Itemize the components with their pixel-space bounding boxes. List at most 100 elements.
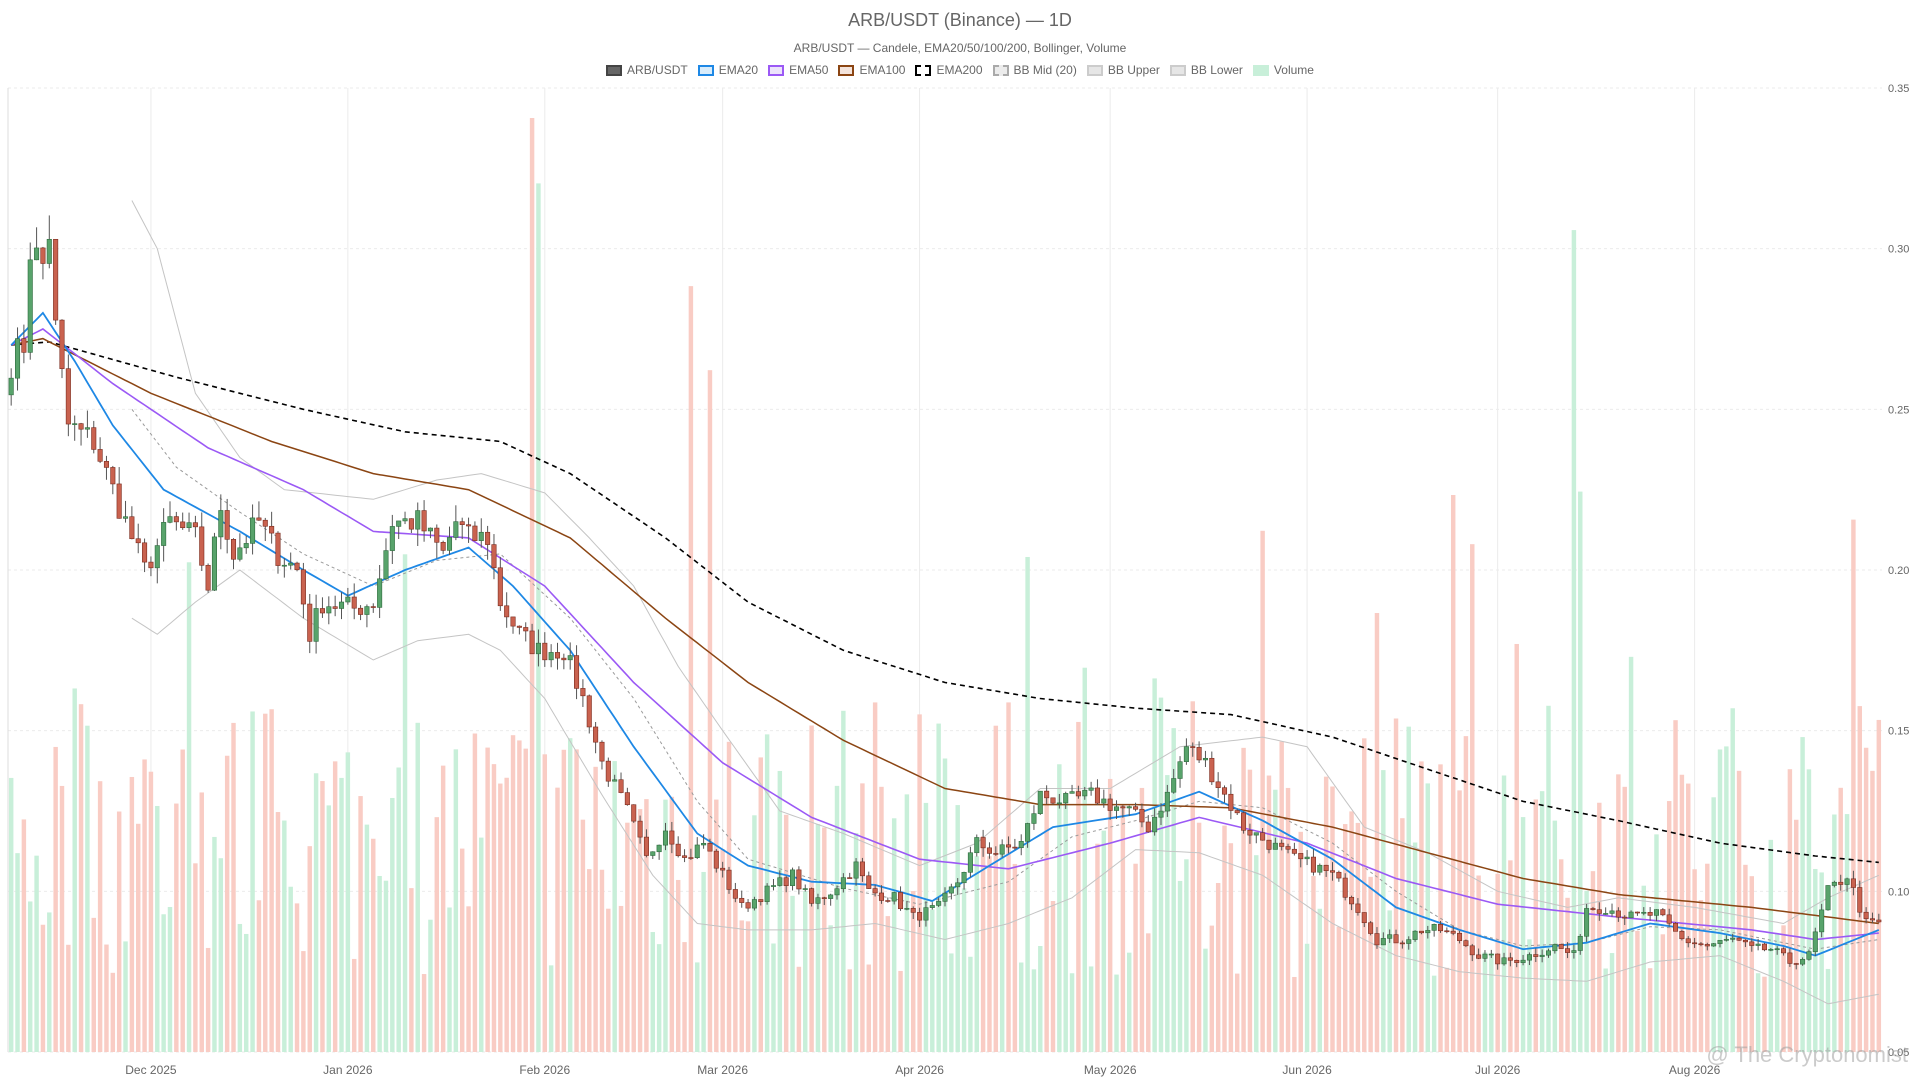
volume-bar bbox=[66, 944, 71, 1052]
candle-body bbox=[1520, 959, 1526, 963]
candle-body bbox=[777, 877, 783, 886]
legend-item[interactable]: EMA100 bbox=[838, 63, 905, 77]
candle-body bbox=[624, 792, 630, 806]
volume-bar bbox=[167, 906, 173, 1052]
candle-body bbox=[758, 899, 764, 902]
volume-bar bbox=[866, 964, 871, 1052]
candle-body bbox=[1495, 953, 1501, 965]
volume-bar bbox=[574, 749, 579, 1052]
candle-body bbox=[421, 510, 427, 532]
candle-body bbox=[65, 368, 71, 425]
candle-body bbox=[1221, 787, 1228, 795]
volume-bar bbox=[409, 888, 414, 1052]
volume-bar bbox=[1851, 519, 1856, 1052]
candle-body bbox=[1450, 930, 1456, 934]
volume-bar bbox=[1457, 790, 1462, 1052]
legend-item[interactable]: ARB/USDT bbox=[606, 63, 688, 77]
candle-body bbox=[561, 657, 567, 661]
volume-bar bbox=[612, 761, 617, 1052]
volume-bar bbox=[860, 783, 865, 1052]
candle-body bbox=[1793, 963, 1799, 965]
candle-body bbox=[751, 899, 757, 909]
candle-body bbox=[389, 526, 395, 551]
candle-body bbox=[1183, 746, 1189, 762]
x-tick-label: Jan 2026 bbox=[323, 1063, 373, 1077]
volume-bar bbox=[606, 908, 611, 1052]
y-tick-label: 0.05 bbox=[1888, 1047, 1909, 1059]
x-tick-label: Dec 2025 bbox=[125, 1063, 177, 1077]
volume-bar bbox=[1482, 952, 1488, 1052]
volume-bar bbox=[917, 714, 922, 1052]
candle-body bbox=[1018, 841, 1024, 849]
candle-body bbox=[847, 877, 853, 879]
candle-body bbox=[993, 853, 999, 855]
volume-bar bbox=[110, 972, 116, 1052]
candle-body bbox=[910, 908, 916, 913]
legend-item[interactable]: BB Upper bbox=[1086, 63, 1160, 77]
candle-body bbox=[802, 888, 808, 890]
candle-body bbox=[1806, 951, 1812, 960]
candle-body bbox=[1457, 932, 1463, 941]
candle-body bbox=[1838, 881, 1844, 885]
volume-bar bbox=[1844, 814, 1850, 1052]
volume-bar bbox=[517, 740, 522, 1052]
candle-body bbox=[1666, 914, 1672, 924]
volume-bar bbox=[644, 799, 649, 1052]
legend-item[interactable]: EMA200 bbox=[915, 63, 983, 77]
candle-body bbox=[237, 547, 243, 560]
volume-bar bbox=[1285, 787, 1291, 1052]
candle-body bbox=[1507, 957, 1513, 961]
volume-bar bbox=[1584, 890, 1589, 1052]
volume-bar bbox=[1019, 962, 1024, 1052]
volume-bar bbox=[180, 749, 185, 1052]
volume-bar bbox=[161, 914, 166, 1052]
volume-bar bbox=[1196, 822, 1202, 1052]
legend-item[interactable]: EMA50 bbox=[768, 63, 828, 77]
volume-bar bbox=[987, 856, 992, 1052]
candle-body bbox=[1615, 910, 1621, 918]
volume-bar bbox=[1489, 955, 1494, 1052]
legend-item[interactable]: Volume bbox=[1252, 63, 1314, 77]
legend-item[interactable]: BB Mid (20) bbox=[992, 63, 1077, 77]
volume-bar bbox=[1088, 966, 1094, 1052]
volume-bar bbox=[1470, 544, 1475, 1052]
volume-bar bbox=[923, 802, 929, 1052]
candle-body bbox=[103, 461, 109, 468]
x-tick-label: Apr 2026 bbox=[895, 1063, 944, 1077]
volume-bar bbox=[1209, 925, 1215, 1052]
volume-bar bbox=[453, 749, 459, 1052]
candle-body bbox=[211, 536, 217, 591]
volume-bar bbox=[28, 901, 33, 1052]
candle-body bbox=[288, 562, 294, 566]
candle-body bbox=[122, 516, 129, 519]
volume-bar bbox=[396, 767, 401, 1052]
volume-bar bbox=[587, 869, 592, 1052]
volume-bar bbox=[682, 942, 687, 1052]
candle-body bbox=[269, 525, 275, 534]
candle-body bbox=[1545, 950, 1552, 956]
volume-bar bbox=[580, 819, 586, 1052]
volume-bar bbox=[339, 777, 344, 1052]
candle-body bbox=[866, 875, 872, 889]
volume-bar bbox=[1266, 775, 1272, 1052]
volume-bar bbox=[1597, 802, 1602, 1052]
chart-legend: ARB/USDT EMA20 EMA50 EMA100 EMA200 BB Mid (20… bbox=[0, 63, 1920, 77]
legend-item[interactable]: BB Lower bbox=[1169, 63, 1243, 77]
volume-bar bbox=[193, 863, 198, 1052]
candle-body bbox=[485, 531, 491, 545]
volume-bar bbox=[288, 886, 293, 1052]
candle-body bbox=[1158, 810, 1164, 818]
legend-label: EMA50 bbox=[789, 63, 829, 77]
candle-body bbox=[1831, 881, 1837, 886]
candle-body bbox=[1082, 790, 1088, 797]
candle-body bbox=[650, 851, 656, 856]
candle-body bbox=[1355, 903, 1361, 913]
candle-body bbox=[1863, 911, 1869, 919]
legend-item[interactable]: EMA20 bbox=[697, 63, 758, 77]
candle-body bbox=[313, 608, 319, 642]
candle-body bbox=[974, 837, 980, 854]
volume-bar bbox=[1711, 797, 1716, 1052]
volume-bar bbox=[1749, 876, 1754, 1052]
candle-body bbox=[1514, 960, 1520, 963]
